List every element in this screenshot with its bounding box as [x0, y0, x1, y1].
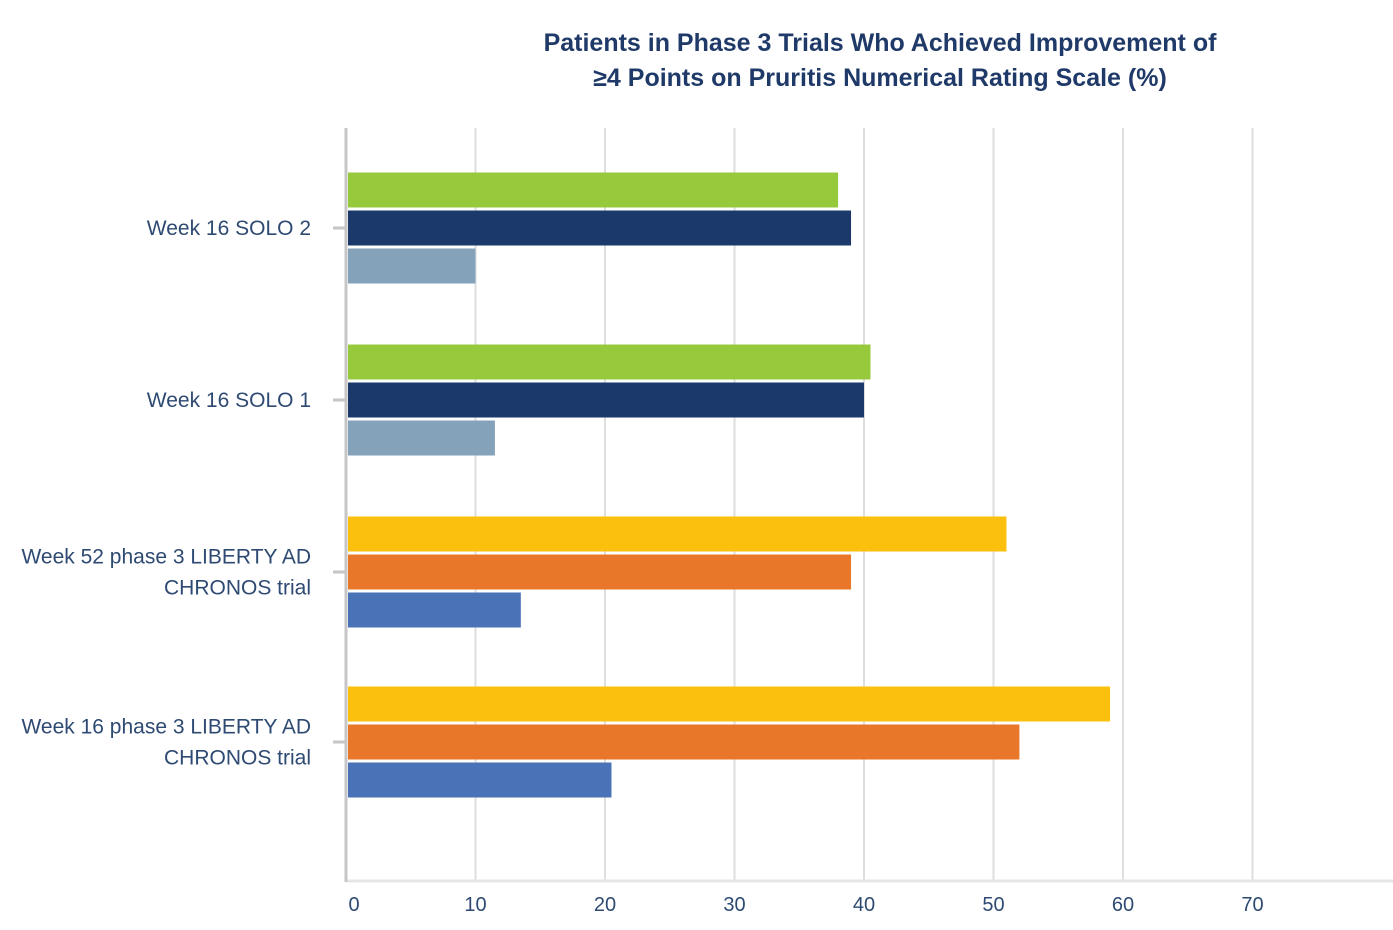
bar: [348, 592, 521, 628]
category-label: Week 16 phase 3 LIBERTY AD: [21, 716, 311, 739]
category-label: CHRONOS trial: [164, 577, 311, 600]
x-tick-label: 20: [594, 894, 616, 916]
chart-title-line-2: ≥4 Points on Pruritis Numerical Rating S…: [593, 64, 1167, 92]
x-tick-label: 30: [723, 894, 745, 916]
bar: [348, 762, 612, 798]
bar: [348, 420, 495, 456]
bar: [348, 724, 1020, 760]
x-tick-label: 0: [348, 894, 359, 916]
x-tick-label: 60: [1112, 894, 1134, 916]
bar: [348, 554, 852, 590]
bar: [348, 686, 1111, 722]
category-label: Week 16 SOLO 2: [147, 217, 311, 240]
chart-title-line-1: Patients in Phase 3 Trials Who Achieved …: [543, 29, 1217, 57]
category-label: Week 16 SOLO 1: [147, 389, 311, 412]
bar: [348, 210, 852, 246]
bar: [348, 382, 864, 418]
bar: [348, 172, 839, 208]
category-label: Week 52 phase 3 LIBERTY AD: [21, 546, 311, 569]
category-label: CHRONOS trial: [164, 747, 311, 770]
x-tick-label: 70: [1241, 894, 1263, 916]
bar: [348, 248, 476, 284]
x-tick-label: 50: [982, 894, 1004, 916]
bar: [348, 344, 871, 380]
bar: [348, 516, 1007, 552]
x-tick-label: 10: [464, 894, 486, 916]
x-tick-label: 40: [853, 894, 875, 916]
